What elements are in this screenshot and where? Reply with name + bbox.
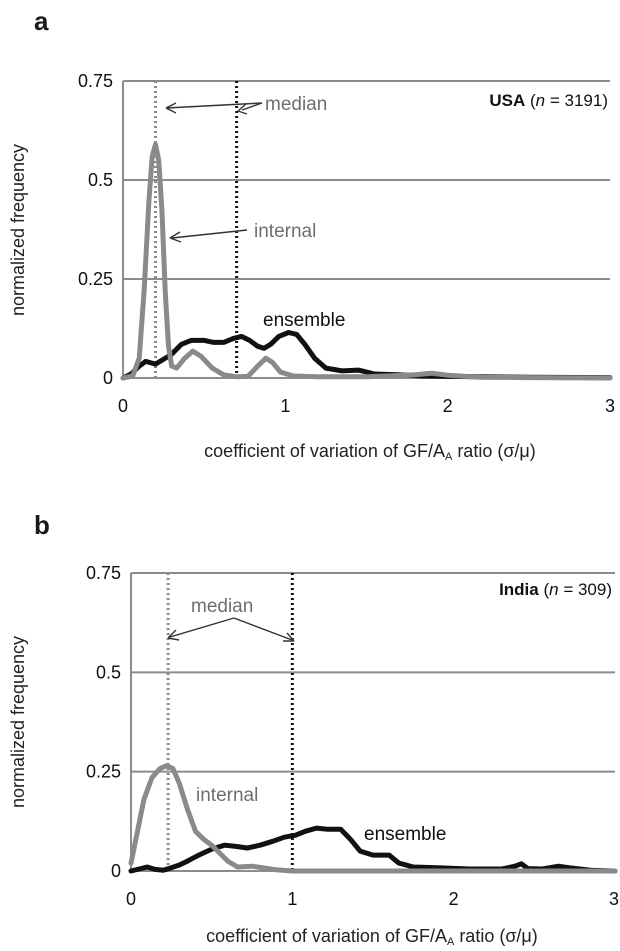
series-layer (120, 141, 613, 381)
y-tick-label: 0.25 (86, 762, 121, 782)
y-tick-label: 0.5 (88, 170, 113, 190)
x-tick-label: 2 (443, 396, 453, 416)
panel-b: b 00.250.50.750 1 2 3 normalized frequency … (8, 510, 619, 948)
x-axis-title-main: coefficient of variation of GF/A (204, 441, 445, 461)
gridlines (122, 80, 610, 379)
tick-labels: 0 0.25 0.5 0.75 0 1 2 3 (78, 71, 615, 416)
x-tick-label: 3 (605, 396, 615, 416)
series-line-ensemble (128, 825, 618, 874)
x-tick-label: 3 (609, 889, 619, 909)
panel-letter: a (34, 6, 49, 36)
annotation-median: median (265, 94, 327, 115)
series-line-internal (120, 141, 613, 381)
arrow-internal (171, 229, 248, 239)
x-tick-label: 0 (126, 889, 136, 909)
panel-letter: b (34, 510, 50, 540)
region-label: India (n = 309) (499, 580, 612, 599)
arrowhead (169, 231, 182, 243)
region-prefix: ( (525, 91, 536, 110)
y-axis-title: normalized frequency (8, 144, 28, 316)
x-axis-title-tail: ratio (σ/μ) (454, 926, 538, 946)
x-axis-title-subscript: A (445, 451, 453, 463)
arrowhead (237, 103, 248, 115)
arrowhead (167, 629, 180, 641)
y-tick-label: 0.75 (86, 563, 121, 583)
region-name: India (499, 580, 539, 599)
series-layer (128, 763, 618, 874)
annotation-median: median (191, 596, 253, 617)
x-axis-title-subscript: A (447, 936, 455, 948)
x-axis-title: coefficient of variation of GF/AA ratio … (204, 441, 536, 463)
arrowhead (165, 102, 177, 114)
arrow-median-internal (165, 102, 263, 109)
y-tick-label: 0.75 (78, 71, 113, 91)
x-axis-title-main: coefficient of variation of GF/A (206, 926, 447, 946)
sample-size-label: n (536, 91, 545, 110)
arrow-median-ensemble (233, 617, 293, 641)
median-lines (166, 573, 294, 871)
sample-size-value: = 309) (559, 580, 612, 599)
x-tick-label: 1 (287, 889, 297, 909)
x-axis-title-tail: ratio (σ/μ) (452, 441, 536, 461)
sample-size-label: n (549, 580, 558, 599)
series-line-internal (128, 763, 618, 874)
annotation-internal: internal (254, 221, 316, 242)
annotation-ensemble: ensemble (263, 310, 345, 331)
y-tick-label: 0.5 (96, 662, 121, 682)
annotation-ensemble: ensemble (364, 824, 446, 845)
region-name: USA (489, 91, 525, 110)
arrow-median-internal (169, 617, 235, 638)
x-tick-label: 0 (118, 396, 128, 416)
y-axis-title: normalized frequency (8, 636, 28, 808)
annotation-internal: internal (196, 785, 258, 806)
y-tick-label: 0.25 (78, 269, 113, 289)
region-prefix: ( (539, 580, 550, 599)
x-tick-label: 2 (449, 889, 459, 909)
arrowhead (283, 632, 295, 642)
y-tick-label: 0 (111, 861, 121, 881)
panel-a: a 00.250.50.750 1 2 3 normalized frequency … (8, 6, 615, 463)
sample-size-value: = 3191) (545, 91, 608, 110)
y-tick-label: 0 (103, 368, 113, 388)
region-label: USA (n = 3191) (489, 91, 608, 110)
arrow-median-ensemble (241, 102, 263, 111)
x-tick-label: 1 (280, 396, 290, 416)
tick-labels: 0 0.25 0.5 0.75 0 1 2 3 (86, 563, 619, 909)
x-axis-title: coefficient of variation of GF/AA ratio … (206, 926, 538, 948)
